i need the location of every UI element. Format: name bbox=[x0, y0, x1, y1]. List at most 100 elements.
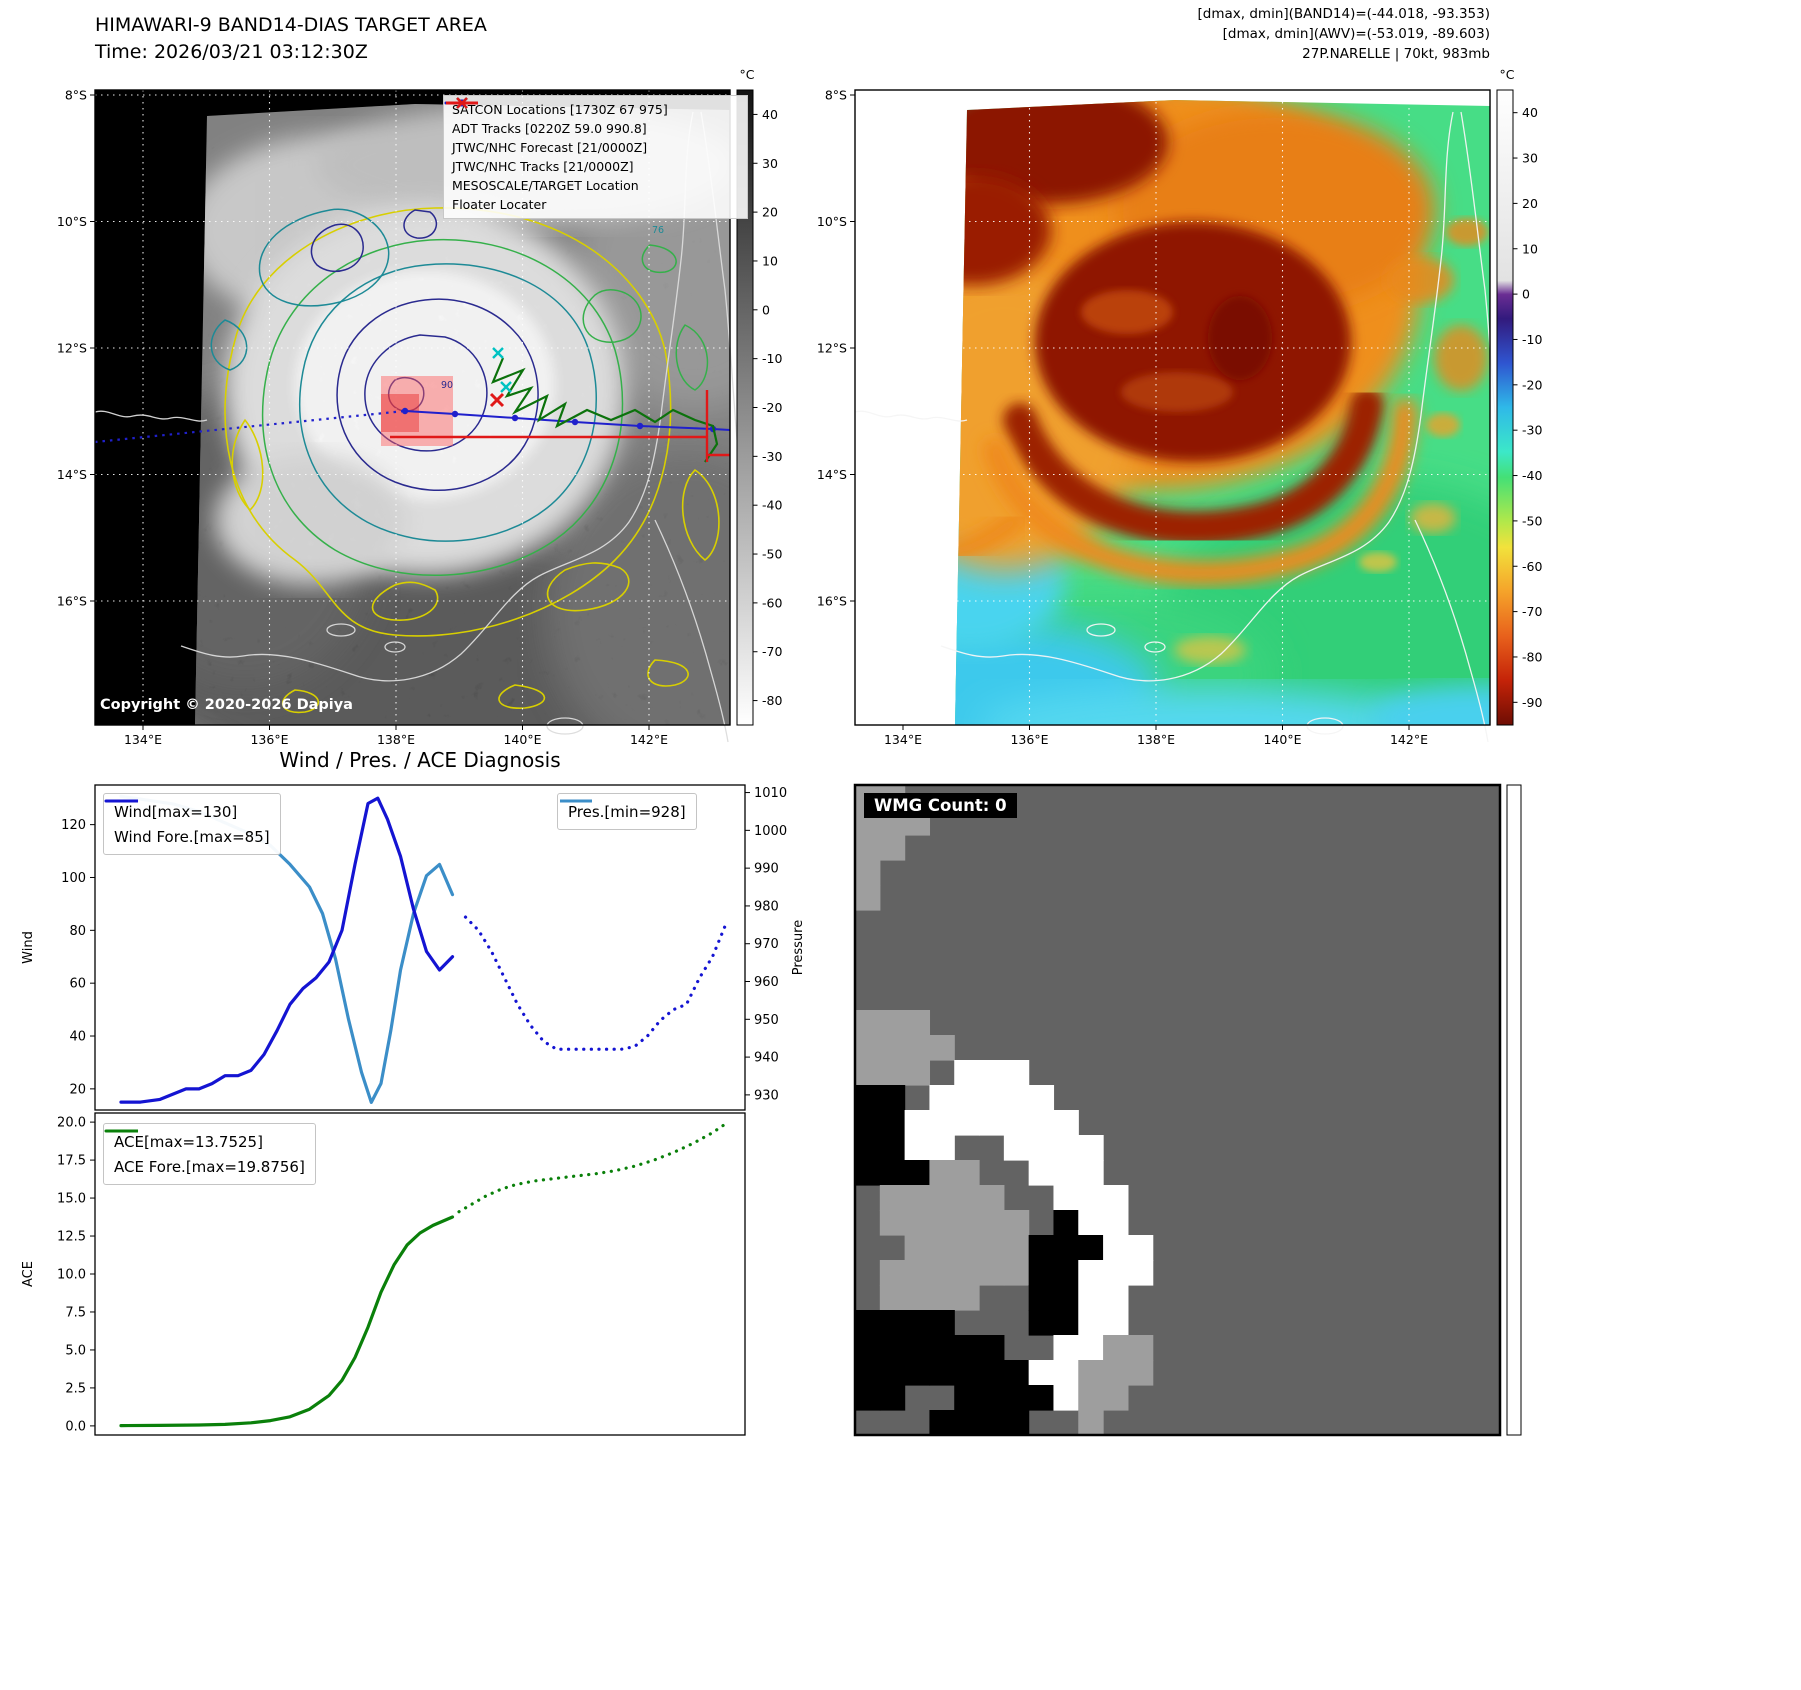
pressure-axis-label: Pressure bbox=[791, 920, 806, 976]
colorbar-tick-label: -40 bbox=[762, 498, 782, 513]
colorbar-unit-label: °C bbox=[1500, 67, 1515, 82]
colorbar-tick-label: 20 bbox=[1522, 196, 1538, 211]
diagnosis-charts-svg: Wind / Pres. / ACE Diagnosis 20 40 60 80 100 1… bbox=[21, 748, 806, 1436]
wmg-cell bbox=[1078, 1335, 1104, 1361]
line-legend-marker bbox=[560, 799, 592, 803]
wmg-cell bbox=[954, 1060, 980, 1086]
lat-tick-label: 10°S bbox=[817, 214, 847, 229]
wmg-cell bbox=[1078, 1185, 1104, 1211]
wmg-cell bbox=[1053, 1385, 1079, 1411]
colorbar-tick-label: -40 bbox=[1522, 468, 1542, 483]
wmg-cell bbox=[954, 1260, 980, 1286]
wmg-cell bbox=[929, 1260, 955, 1286]
ace-tick-label: 2.5 bbox=[65, 1381, 86, 1396]
wmg-cell bbox=[929, 1360, 955, 1386]
legend-label: Floater Locater bbox=[452, 197, 547, 212]
wmg-cell bbox=[1103, 1185, 1129, 1211]
ace-tick-label: 5.0 bbox=[65, 1343, 86, 1358]
wmg-cell bbox=[1053, 1260, 1079, 1286]
wmg-cell bbox=[954, 1110, 980, 1136]
wmg-cell bbox=[1053, 1235, 1079, 1261]
wmg-cell bbox=[855, 1335, 881, 1361]
wmg-cell bbox=[954, 1335, 980, 1361]
lat-tick-label: 12°S bbox=[57, 341, 87, 356]
jtwc-forecast-line bbox=[94, 409, 406, 444]
wmg-empty-colorbar bbox=[1506, 784, 1522, 1436]
legend-item: MESOSCALE/TARGET Location bbox=[452, 97, 739, 195]
wmg-panel: WMG Count: 0 bbox=[830, 745, 1801, 1490]
lon-tick-label: 136°E bbox=[250, 732, 288, 745]
wmg-cell bbox=[929, 1185, 955, 1211]
lon-tick-label: 136°E bbox=[1010, 732, 1048, 745]
wmg-cell bbox=[1028, 1135, 1055, 1161]
wmg-cell bbox=[1078, 1360, 1104, 1386]
wmg-cell bbox=[1103, 1335, 1129, 1361]
legend-label: SATCON Locations [1730Z 67 975] bbox=[452, 102, 668, 117]
series-ACE Fore.[max=19.8756] bbox=[457, 1122, 728, 1214]
legend-item: ADT Tracks [0220Z 59.0 990.8] bbox=[446, 101, 739, 138]
storm-name-intensity: 27P.NARELLE | 70kt, 983mb bbox=[1302, 46, 1490, 62]
colorbar-tick-label: 10 bbox=[762, 253, 778, 268]
wmg-cell bbox=[929, 1335, 955, 1361]
colorbar-tick-label: -70 bbox=[762, 644, 782, 659]
wmg-cell bbox=[904, 1335, 931, 1361]
wmg-cell bbox=[979, 1085, 1005, 1111]
ace-tick-label: 7.5 bbox=[65, 1305, 86, 1320]
wmg-cell bbox=[879, 1010, 906, 1036]
lat-tick-label: 16°S bbox=[817, 594, 847, 609]
floater-locater-line bbox=[390, 390, 730, 462]
wmg-cell bbox=[904, 1285, 931, 1311]
lon-tick-label: 140°E bbox=[1263, 732, 1301, 745]
temperature-contours bbox=[210, 207, 720, 714]
colorbar-tick-label: -10 bbox=[762, 351, 782, 366]
copyright-label: Copyright © 2020-2026 Dapiya bbox=[100, 697, 353, 713]
wmg-cell bbox=[904, 1260, 931, 1286]
wmg-cell bbox=[1003, 1210, 1030, 1236]
colorbar-tick-label: 0 bbox=[762, 302, 770, 317]
band14-title-block: HIMAWARI-9 BAND14-DIAS TARGET AREA Time:… bbox=[95, 12, 487, 66]
legend-item: Floater Locater bbox=[446, 101, 739, 214]
wmg-cell bbox=[879, 1135, 906, 1161]
awv-ir-imagery bbox=[955, 100, 1490, 725]
colorbar-tick-label: 20 bbox=[762, 205, 778, 220]
wmg-cell bbox=[904, 1060, 931, 1086]
wmg-cell bbox=[904, 1185, 931, 1211]
wmg-cell bbox=[954, 1285, 980, 1311]
lon-tick-label: 138°E bbox=[1137, 732, 1175, 745]
awv-dmax-band14: [dmax, dmin](BAND14)=(-44.018, -93.353) bbox=[1197, 6, 1490, 22]
wmg-cell bbox=[979, 1060, 1005, 1086]
diagnosis-panel: Wind / Pres. / ACE Diagnosis 20 40 60 80 100 1… bbox=[0, 745, 830, 1490]
legend-label: ADT Tracks [0220Z 59.0 990.8] bbox=[452, 121, 647, 136]
wmg-cell bbox=[954, 1235, 980, 1261]
colorbar-tick-label: -30 bbox=[1522, 423, 1542, 438]
contour-green bbox=[261, 238, 709, 577]
wmg-cell bbox=[1053, 1135, 1079, 1161]
pressure-tick-label: 960 bbox=[754, 975, 779, 990]
wmg-cell bbox=[1053, 1285, 1079, 1311]
wind-tick-label: 40 bbox=[69, 1030, 86, 1045]
wmg-cell bbox=[1078, 1135, 1104, 1161]
wmg-cell bbox=[954, 1085, 980, 1111]
wmg-cell bbox=[1103, 1285, 1129, 1311]
wmg-cell bbox=[855, 1085, 881, 1111]
wmg-cell bbox=[904, 1235, 931, 1261]
lon-tick-label: 142°E bbox=[630, 732, 668, 745]
ace-tick-label: 12.5 bbox=[57, 1230, 86, 1245]
wmg-cell bbox=[979, 1185, 1005, 1211]
wmg-cell bbox=[1028, 1235, 1055, 1261]
awv-coastlines bbox=[854, 111, 1498, 743]
diagnosis-title: Wind / Pres. / ACE Diagnosis bbox=[279, 748, 560, 772]
wmg-cell bbox=[855, 1010, 881, 1036]
wmg-cell bbox=[904, 1035, 931, 1061]
pressure-tick-label: 1000 bbox=[754, 824, 787, 839]
wmg-cell bbox=[1103, 1210, 1129, 1236]
wmg-cell bbox=[1028, 1310, 1055, 1336]
pressure-tick-label: 980 bbox=[754, 899, 779, 914]
wmg-cell bbox=[1078, 1285, 1104, 1311]
wmg-cell bbox=[979, 1385, 1005, 1411]
colorbar-tick-label: -80 bbox=[762, 693, 782, 708]
wmg-cell bbox=[979, 1210, 1005, 1236]
wmg-cell bbox=[1103, 1235, 1129, 1261]
wmg-cell bbox=[904, 1210, 931, 1236]
